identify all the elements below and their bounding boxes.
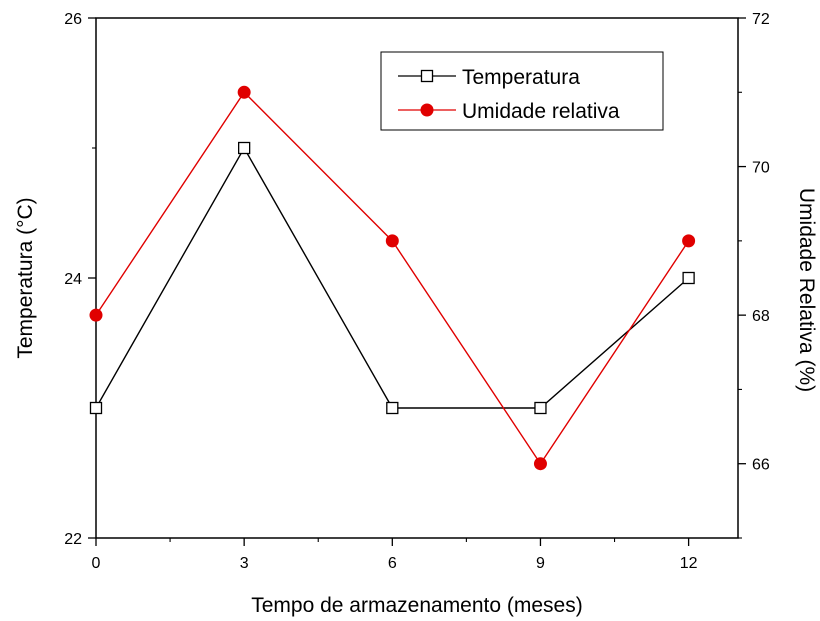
legend-box	[380, 51, 664, 131]
x-tick-label: 12	[680, 555, 698, 572]
x-axis-title: Tempo de armazenamento (meses)	[251, 594, 582, 617]
y-tick-label: 24	[64, 271, 82, 288]
x-tick-label: 0	[92, 555, 101, 572]
data-point-temperatura	[238, 141, 251, 155]
y2-tick-label: 66	[752, 457, 770, 474]
y2-tick-label: 68	[752, 308, 770, 325]
y-tick-label: 26	[64, 11, 82, 28]
data-point-umidade	[385, 234, 399, 248]
series-line-temperatura	[95, 146, 690, 409]
y2-tick-label: 72	[752, 11, 770, 28]
data-point-umidade	[237, 85, 251, 99]
data-point-temperatura	[682, 271, 695, 285]
y-tick-label: 22	[64, 531, 82, 548]
legend-marker-umidade	[420, 103, 434, 117]
data-point-temperatura	[89, 401, 103, 415]
x-tick-label: 3	[240, 555, 249, 572]
data-point-umidade	[89, 308, 103, 322]
data-point-umidade	[682, 234, 696, 248]
data-point-umidade	[533, 457, 547, 471]
legend-label-umidade: Umidade relativa	[462, 100, 620, 123]
y2-tick-label: 70	[752, 160, 770, 177]
y2-axis-title: Umidade Relativa (%)	[795, 188, 818, 392]
data-point-temperatura	[534, 401, 547, 415]
legend: Temperatura Umidade relativa	[380, 51, 664, 131]
data-point-temperatura	[386, 401, 399, 415]
legend-marker-temperatura	[420, 69, 434, 83]
x-tick-label: 9	[536, 555, 545, 572]
x-tick-label: 6	[388, 555, 397, 572]
legend-label-temperatura: Temperatura	[462, 66, 580, 89]
y-axis-title: Temperatura (°C)	[14, 197, 37, 358]
